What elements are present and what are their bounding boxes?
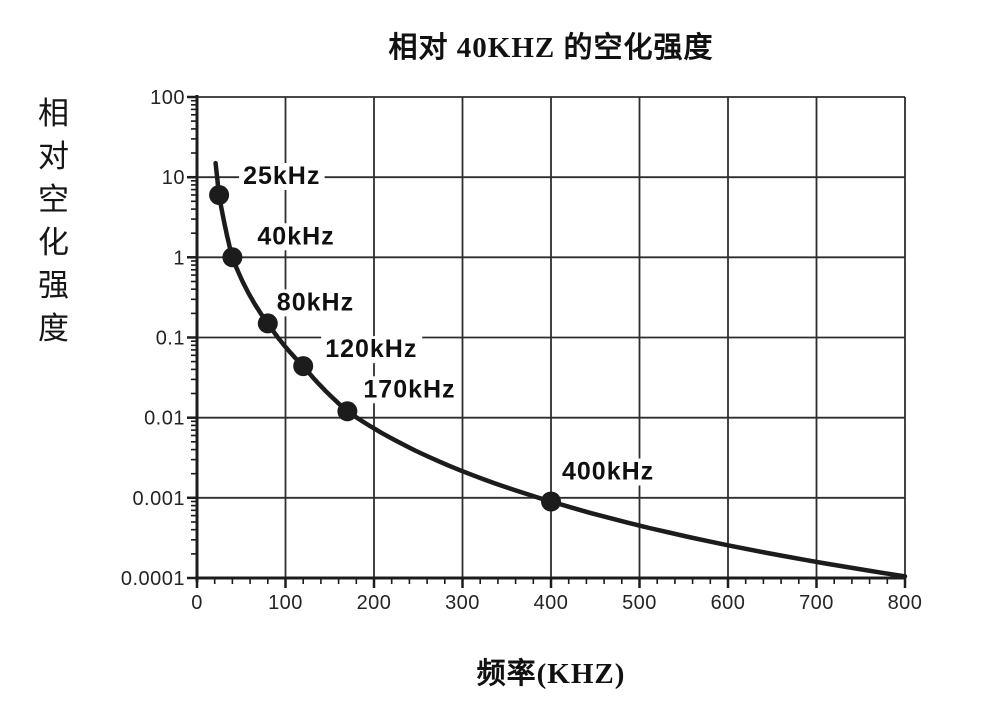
data-point-dot [209,185,230,205]
svg-text:1: 1 [173,247,185,269]
svg-text:400: 400 [534,592,569,614]
svg-text:700: 700 [799,592,834,614]
x-axis-ticks [195,578,907,588]
y-axis-title-char: 化 [38,225,69,260]
y-axis-title: 相对空化强度 [38,98,69,344]
svg-text:80kHz: 80kHz [277,288,354,316]
point-label: 120kHz [321,335,423,364]
data-point-dot [541,491,561,512]
intensity-curve [213,160,908,579]
svg-text:40kHz: 40kHz [257,222,334,250]
gridlines [197,96,906,578]
svg-text:800: 800 [888,592,923,614]
svg-text:100: 100 [268,592,303,614]
svg-text:400kHz: 400kHz [562,458,654,486]
svg-text:100: 100 [150,87,185,109]
point-label: 400kHz [558,458,659,486]
data-point-dot [222,247,243,268]
chart-title: 相对 40KHZ 的空化强度 [388,32,714,64]
svg-text:10: 10 [162,167,185,189]
y-axis-title-char: 相 [38,96,69,131]
y-axis-title-char: 对 [38,139,69,174]
data-points [209,185,561,512]
svg-text:600: 600 [711,592,746,614]
point-label: 80kHz [272,288,359,317]
y-tick-labels: 100 10 1 0.1 0.01 0.001 0.0001 [121,87,185,590]
point-label: 25kHz [239,162,325,190]
svg-text:200: 200 [357,592,392,614]
y-axis-title-char: 强 [38,268,69,303]
svg-text:120kHz: 120kHz [325,335,417,363]
svg-text:170kHz: 170kHz [363,375,455,403]
data-point-dot [293,356,314,377]
svg-text:300: 300 [445,592,480,614]
svg-text:0.001: 0.001 [132,488,185,510]
data-point-dot [257,313,278,334]
x-tick-labels: 0 100 200 300 400 500 600 700 800 [191,592,922,614]
x-axis-title: 频率(KHZ) [476,658,626,690]
svg-text:0.01: 0.01 [144,408,185,430]
y-axis-title-char: 空 [38,182,69,217]
point-label: 40kHz [253,222,339,251]
data-point-dot [337,401,358,422]
svg-text:0.0001: 0.0001 [121,568,185,590]
svg-text:500: 500 [622,592,657,614]
y-axis-title-char: 度 [38,311,69,346]
svg-text:0: 0 [191,592,203,614]
svg-text:25kHz: 25kHz [243,162,320,190]
point-label: 170kHz [359,375,461,404]
svg-text:0.1: 0.1 [156,328,185,350]
y-axis-ticks [187,95,197,580]
